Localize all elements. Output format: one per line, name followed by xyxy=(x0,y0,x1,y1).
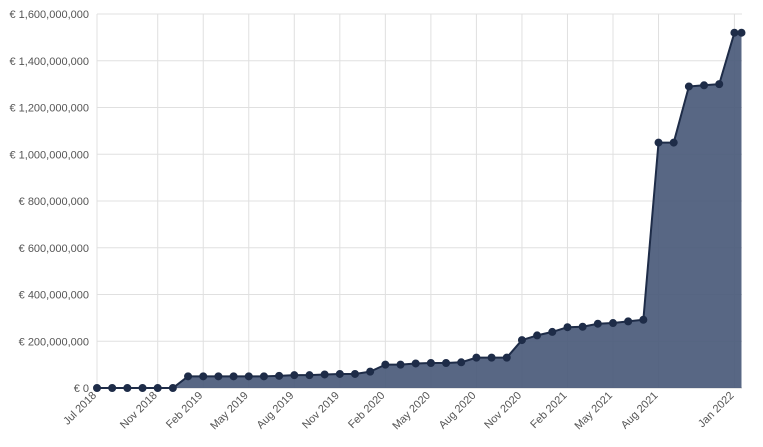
y-tick-label: € 600,000,000 xyxy=(19,243,89,255)
data-point[interactable] xyxy=(502,353,511,362)
y-tick-label: € 1,000,000,000 xyxy=(9,149,89,161)
data-point[interactable] xyxy=(411,359,420,368)
data-point[interactable] xyxy=(366,367,375,376)
x-tick-label: Feb 2020 xyxy=(346,390,387,431)
y-tick-label: € 0 xyxy=(74,383,89,395)
data-point[interactable] xyxy=(320,370,329,379)
data-point[interactable] xyxy=(669,138,678,147)
data-point[interactable] xyxy=(244,372,253,381)
y-axis: € 0 € 200,000,000 € 400,000,000 € 600,000,0… xyxy=(9,9,89,395)
data-point[interactable] xyxy=(442,358,451,367)
x-tick-label: Jul 2018 xyxy=(61,390,99,428)
point-layer xyxy=(93,28,746,392)
y-tick-label: € 800,000,000 xyxy=(19,196,89,208)
x-tick-label: Aug 2019 xyxy=(255,390,297,432)
data-point[interactable] xyxy=(609,319,617,328)
data-point[interactable] xyxy=(351,369,359,378)
data-point[interactable] xyxy=(93,384,101,392)
x-axis: Jul 2018 Nov 2018 Feb 2019 May 2019 Aug 2019… xyxy=(61,390,736,433)
data-point[interactable] xyxy=(184,372,193,381)
x-tick-label: Jan 2022 xyxy=(696,390,736,430)
data-point[interactable] xyxy=(472,353,481,362)
data-point[interactable] xyxy=(396,360,405,369)
x-tick-label: Aug 2021 xyxy=(619,390,661,432)
x-tick-label: Feb 2021 xyxy=(528,390,569,431)
data-point[interactable] xyxy=(214,372,223,381)
x-tick-label: Nov 2019 xyxy=(300,390,342,432)
x-tick-label: May 2021 xyxy=(572,390,615,433)
data-point[interactable] xyxy=(426,358,435,367)
data-point[interactable] xyxy=(517,336,526,345)
area-layer xyxy=(97,31,742,389)
data-point[interactable] xyxy=(275,371,284,380)
data-point[interactable] xyxy=(138,384,147,392)
data-point[interactable] xyxy=(487,353,496,362)
data-point[interactable] xyxy=(259,372,268,381)
y-tick-label: € 1,600,000,000 xyxy=(9,9,89,21)
data-point[interactable] xyxy=(563,323,572,332)
data-point[interactable] xyxy=(457,358,466,367)
data-point[interactable] xyxy=(108,384,117,392)
data-point[interactable] xyxy=(700,81,709,90)
y-tick-label: € 1,200,000,000 xyxy=(9,103,89,115)
data-point[interactable] xyxy=(153,384,162,392)
x-tick-label: Nov 2020 xyxy=(482,390,524,432)
data-point[interactable] xyxy=(199,372,208,381)
data-point[interactable] xyxy=(548,327,557,336)
x-tick-label: May 2019 xyxy=(208,390,251,433)
y-tick-label: € 200,000,000 xyxy=(19,336,89,348)
data-point[interactable] xyxy=(730,28,739,37)
x-tick-label: May 2020 xyxy=(390,390,433,433)
data-point[interactable] xyxy=(290,371,299,380)
x-tick-label: Nov 2018 xyxy=(118,390,160,432)
data-point[interactable] xyxy=(229,372,238,381)
x-tick-label: Feb 2019 xyxy=(164,390,205,431)
data-point[interactable] xyxy=(684,82,693,91)
data-point[interactable] xyxy=(593,319,602,328)
y-tick-label: € 400,000,000 xyxy=(19,290,89,302)
data-point[interactable] xyxy=(624,317,633,326)
data-point[interactable] xyxy=(715,80,724,89)
y-tick-label: € 1,400,000,000 xyxy=(9,56,89,68)
data-point[interactable] xyxy=(578,322,587,331)
area-fill xyxy=(97,32,742,388)
data-point[interactable] xyxy=(533,331,542,340)
data-point[interactable] xyxy=(654,138,663,147)
data-point[interactable] xyxy=(168,384,177,392)
data-point[interactable] xyxy=(123,384,132,392)
data-point[interactable] xyxy=(381,360,390,369)
data-point[interactable] xyxy=(639,315,648,324)
data-point[interactable] xyxy=(737,28,746,37)
x-tick-label: Aug 2020 xyxy=(437,390,479,432)
data-point[interactable] xyxy=(305,371,314,380)
data-point[interactable] xyxy=(335,369,344,378)
